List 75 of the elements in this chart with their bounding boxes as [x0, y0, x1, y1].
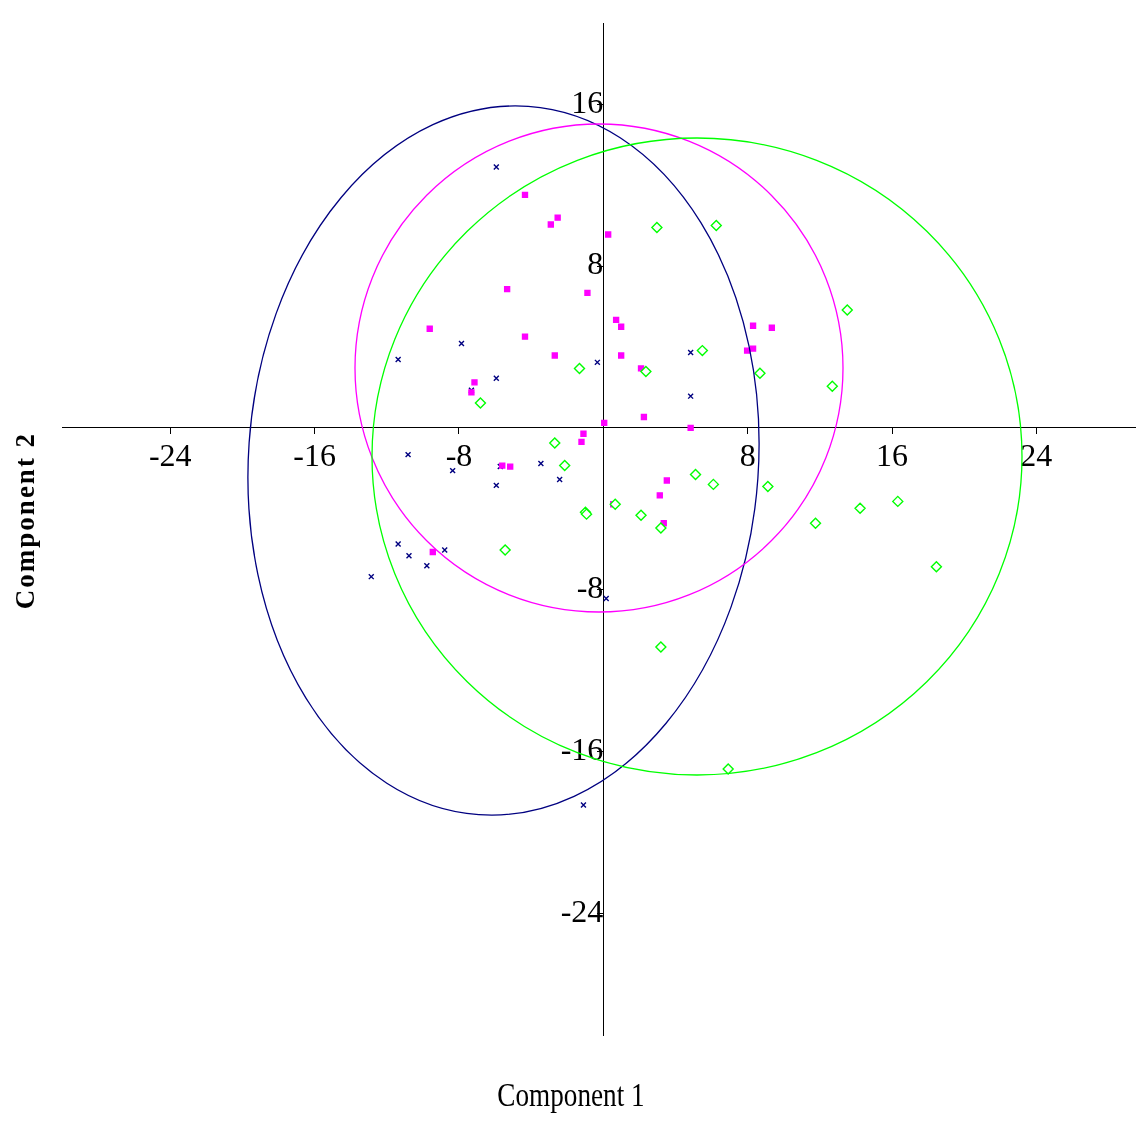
point	[605, 231, 612, 238]
point	[707, 478, 720, 491]
point	[612, 316, 620, 324]
point	[640, 413, 648, 421]
point	[578, 438, 585, 446]
point	[441, 546, 448, 554]
point	[551, 352, 558, 359]
point	[749, 345, 757, 352]
point	[635, 509, 647, 521]
point	[663, 477, 670, 484]
point	[749, 322, 757, 329]
y-tick-label: -24	[560, 892, 604, 929]
x-tick-label: -24	[148, 436, 192, 473]
point	[687, 392, 694, 400]
point	[826, 380, 838, 392]
point	[405, 552, 413, 559]
point	[689, 468, 702, 481]
point	[493, 482, 500, 489]
point	[754, 367, 766, 379]
point	[394, 540, 402, 548]
point	[573, 362, 586, 375]
point	[687, 349, 694, 356]
point	[547, 221, 554, 228]
x-axis-title: Component 1	[496, 1076, 646, 1114]
y-tick-label: -8	[576, 569, 604, 606]
point	[429, 548, 436, 556]
point	[892, 495, 904, 508]
y-tick-label: 8	[587, 245, 604, 282]
point	[710, 219, 722, 232]
point	[394, 356, 402, 363]
point	[507, 463, 514, 470]
point	[549, 437, 561, 449]
point	[696, 344, 709, 357]
point	[618, 352, 625, 359]
point	[580, 430, 587, 437]
point	[809, 517, 822, 529]
point	[768, 324, 776, 331]
point	[651, 221, 663, 234]
point	[687, 424, 694, 432]
point	[580, 801, 587, 809]
point	[640, 365, 652, 378]
point	[930, 561, 943, 573]
point	[655, 522, 667, 534]
point	[655, 641, 667, 653]
point	[603, 595, 610, 602]
point	[521, 333, 529, 340]
point	[521, 191, 529, 198]
point	[762, 480, 774, 493]
x-tick-label: -16	[293, 436, 336, 473]
point	[426, 325, 433, 332]
point	[404, 451, 412, 458]
point	[618, 323, 625, 330]
point	[609, 498, 621, 510]
point	[656, 492, 663, 499]
y-axis-title: Component 2	[9, 430, 41, 612]
point	[559, 459, 571, 472]
point	[854, 502, 866, 514]
x-tick-label: -8	[445, 436, 473, 473]
point	[474, 397, 487, 409]
point	[471, 379, 478, 386]
y-tick-label: 16	[571, 83, 604, 120]
point	[556, 476, 563, 483]
point	[841, 304, 853, 316]
point	[493, 163, 500, 171]
x-tick-label: 16	[876, 436, 909, 473]
point	[368, 573, 375, 580]
point	[503, 285, 511, 293]
point	[499, 544, 511, 556]
point	[423, 562, 431, 569]
point	[722, 763, 734, 775]
point	[584, 289, 591, 297]
point	[554, 214, 561, 221]
point	[601, 419, 608, 427]
point	[537, 460, 545, 467]
x-tick-label: 8	[739, 436, 756, 473]
